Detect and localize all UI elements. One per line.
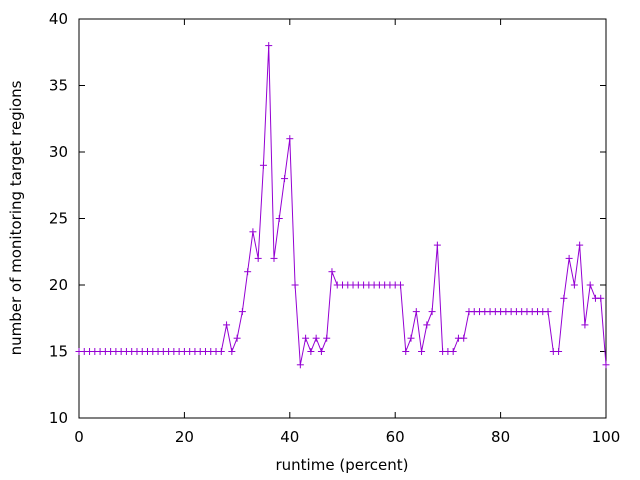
data-point	[238, 308, 246, 316]
data-point	[602, 361, 610, 369]
plot-frame	[78, 18, 607, 419]
tick-labels: 0 20 40 60 80 100 10 15 20 25 30 35 40	[49, 10, 620, 446]
data-point	[423, 321, 431, 329]
data-point	[418, 348, 426, 355]
y-tick-label: 30	[49, 143, 68, 161]
data-point	[307, 348, 315, 355]
y-tick-label: 25	[49, 210, 68, 228]
x-tick-label: 40	[280, 428, 299, 446]
series-line	[79, 45, 607, 365]
data-point	[544, 308, 552, 316]
data-point	[328, 268, 336, 276]
data-point	[323, 334, 331, 342]
y-tick-label: 35	[49, 77, 68, 95]
y-axis-label: number of monitoring target regions	[7, 80, 25, 355]
data-point	[302, 334, 310, 342]
axis-ticks	[78, 18, 607, 419]
y-tick-label: 20	[49, 276, 68, 294]
data-point	[460, 334, 468, 342]
data-point	[254, 254, 262, 262]
data-point	[244, 268, 252, 276]
data-point	[233, 334, 241, 342]
data-point	[407, 334, 415, 342]
data-point	[217, 348, 225, 355]
y-tick-label: 10	[49, 409, 68, 427]
data-point	[449, 348, 457, 355]
x-tick-label: 80	[491, 428, 510, 446]
data-point	[317, 348, 325, 355]
data-point	[275, 215, 283, 222]
data-point	[281, 175, 289, 183]
data-point	[286, 135, 294, 143]
x-tick-label: 60	[386, 428, 405, 446]
x-tick-label: 20	[175, 428, 194, 446]
data-point	[312, 334, 320, 342]
data-point	[428, 308, 436, 316]
data-point	[296, 361, 304, 369]
data-point	[586, 281, 594, 289]
y-tick-label: 40	[49, 10, 68, 28]
data-point	[570, 281, 578, 289]
data-point	[396, 281, 404, 289]
data-point	[291, 281, 299, 289]
data-point	[249, 228, 257, 236]
data-point	[402, 348, 410, 355]
data-point	[265, 42, 273, 50]
data-point	[223, 321, 231, 329]
data-point	[412, 308, 420, 316]
data-point	[597, 294, 605, 302]
y-tick-label: 15	[49, 343, 68, 361]
series-markers	[75, 42, 610, 369]
data-point	[581, 321, 589, 329]
data-point	[259, 161, 267, 169]
data-point	[228, 348, 236, 355]
data-point	[270, 254, 278, 262]
data-point	[433, 241, 441, 249]
data-point	[565, 254, 573, 262]
data-point	[555, 348, 563, 355]
x-tick-label: 100	[592, 428, 621, 446]
data-point	[576, 241, 584, 249]
x-axis-label: runtime (percent)	[276, 456, 409, 474]
data-point	[560, 294, 568, 302]
x-tick-label: 0	[74, 428, 84, 446]
